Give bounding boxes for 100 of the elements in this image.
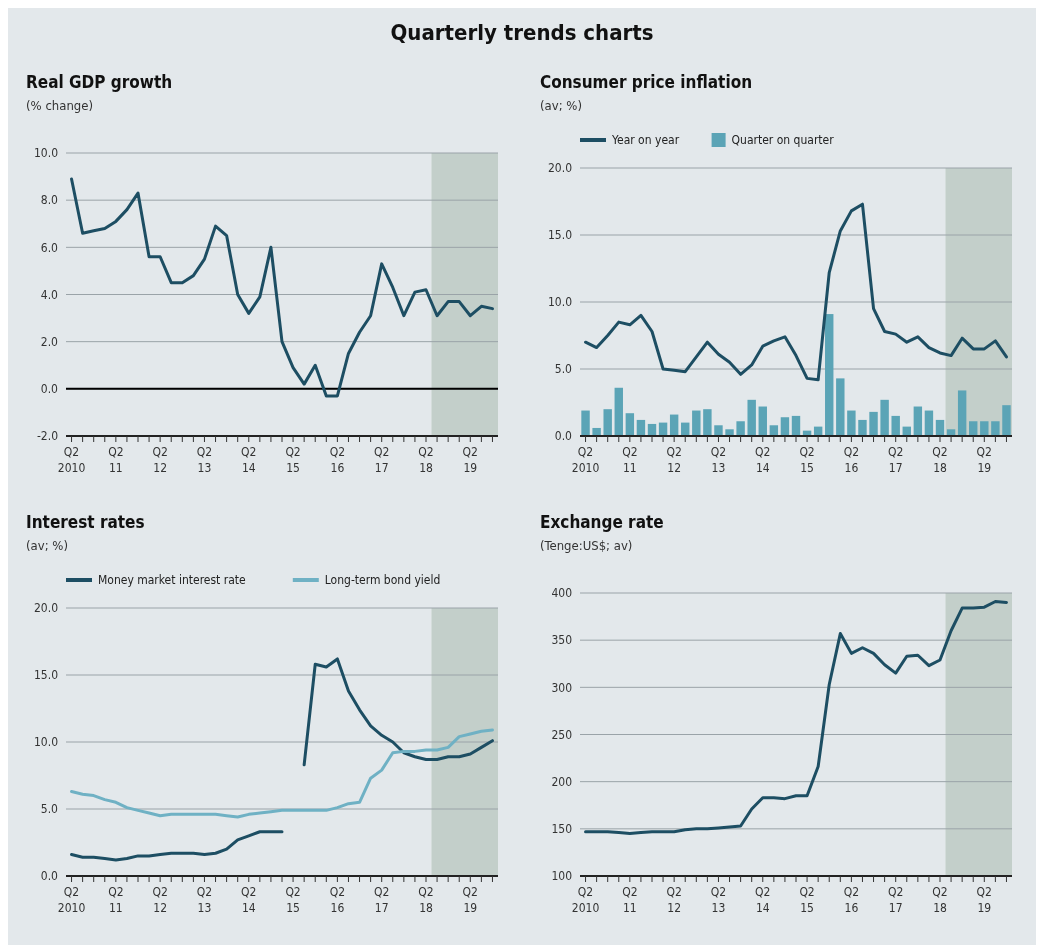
y-tick-label: 250 [551, 727, 573, 742]
x-tick-label: Q2 13 [196, 445, 213, 475]
bar [913, 406, 923, 436]
bar [836, 378, 845, 436]
x-tick-label: Q2 19 [462, 885, 478, 915]
line-series [70, 728, 494, 819]
bar [614, 387, 623, 436]
x-tick-label: Q2 16 [329, 885, 346, 915]
y-tick-label: 6.0 [40, 240, 59, 255]
bar [1002, 405, 1011, 436]
chart-subtitle: (av; %) [26, 538, 68, 553]
chart-subtitle: (% change) [26, 98, 94, 113]
x-tick-label: Q2 17 [374, 445, 390, 475]
bar [747, 399, 756, 436]
y-tick-label: 15.0 [547, 228, 573, 243]
bar [924, 410, 934, 436]
x-tick-label: Q2 13 [196, 885, 213, 915]
x-tick-label: Q2 18 [932, 885, 948, 915]
chart-title: Interest rates [26, 512, 145, 532]
y-tick-label: 150 [551, 822, 573, 837]
text: Quarterly trends charts [390, 20, 654, 45]
y-tick-label: 400 [551, 586, 573, 601]
y-tick-label: 5.0 [40, 802, 59, 817]
x-tick-label: Q2 14 [241, 445, 257, 475]
x-tick-label: Q2 17 [888, 885, 904, 915]
bar [603, 409, 612, 436]
bar [991, 421, 1000, 436]
y-tick-label: 100 [551, 869, 573, 884]
chart-title: Consumer price inflation [540, 72, 753, 92]
x-tick-label: Q2 11 [622, 885, 638, 915]
x-tick-label: Q2 12 [152, 445, 168, 475]
x-tick-label: Q2 18 [418, 445, 434, 475]
bar [847, 410, 856, 436]
y-tick-label: 200 [551, 774, 573, 789]
x-tick-label: Q2 14 [241, 885, 257, 915]
bar [736, 421, 745, 436]
y-tick-label: 300 [551, 680, 573, 695]
y-tick-label: 8.0 [40, 193, 59, 208]
x-tick-label: Q2 11 [108, 445, 124, 475]
y-tick-label: 15.0 [33, 668, 59, 683]
x-tick-label: Q2 14 [755, 445, 771, 475]
bar [692, 410, 701, 436]
x-tick-label: Q2 15 [799, 445, 815, 475]
bar [858, 419, 867, 436]
x-tick-label: Q2 11 [108, 885, 124, 915]
x-tick-label: Q2 18 [418, 885, 434, 915]
legend-label: Money market interest rate [98, 573, 247, 588]
x-tick-label: Q2 16 [843, 885, 860, 915]
x-tick-label: Q2 18 [932, 445, 948, 475]
x-tick-label: Q2 2010 [571, 885, 600, 915]
x-tick-label: Q2 13 [710, 445, 727, 475]
y-tick-label: 0.0 [40, 382, 59, 397]
y-tick-label: 0.0 [40, 869, 59, 884]
y-tick-label: 5.0 [554, 362, 573, 377]
bar [791, 415, 801, 436]
bar [780, 417, 790, 436]
y-tick-label: 0.0 [554, 429, 573, 444]
x-tick-label: Q2 19 [976, 885, 992, 915]
x-tick-label: Q2 12 [152, 885, 168, 915]
bar [725, 429, 734, 436]
x-tick-label: Q2 2010 [57, 445, 86, 475]
x-tick-label: Q2 12 [666, 885, 682, 915]
bar [969, 421, 978, 436]
bar [714, 425, 723, 436]
y-tick-label: 350 [551, 633, 573, 648]
y-tick-label: 10.0 [33, 146, 59, 161]
bar [825, 314, 834, 436]
bar [703, 409, 712, 436]
x-tick-label: Q2 15 [285, 885, 301, 915]
line-series [584, 599, 1008, 836]
x-tick-label: Q2 15 [285, 445, 301, 475]
legend-label: Year on year [611, 133, 680, 148]
chart-title: Exchange rate [540, 512, 664, 532]
chart-subtitle: (av; %) [540, 98, 582, 113]
bar [592, 427, 601, 436]
x-tick-label: Q2 11 [622, 445, 638, 475]
legend-label: Long-term bond yield [324, 573, 441, 588]
x-tick-label: Q2 14 [755, 885, 771, 915]
chart-title: Real GDP growth [26, 72, 173, 92]
x-tick-label: Q2 15 [799, 885, 815, 915]
y-tick-label: 20.0 [547, 161, 573, 176]
bar [880, 399, 889, 436]
x-tick-label: Q2 16 [843, 445, 860, 475]
x-tick-label: Q2 2010 [571, 445, 600, 475]
bar [581, 410, 590, 436]
y-tick-label: 10.0 [33, 735, 59, 750]
x-tick-label: Q2 19 [976, 445, 992, 475]
x-tick-label: Q2 12 [666, 445, 682, 475]
x-tick-label: Q2 16 [329, 445, 346, 475]
y-tick-label: 4.0 [40, 287, 59, 302]
legend-label: Quarter on quarter [731, 133, 835, 148]
bar [957, 390, 967, 436]
chart-subtitle: (Tenge:US$; av) [540, 538, 633, 553]
y-tick-label: 10.0 [547, 295, 573, 310]
y-tick-label: 2.0 [40, 334, 59, 349]
y-tick-label: -2.0 [36, 429, 59, 444]
line-series [70, 177, 494, 398]
x-tick-label: Q2 13 [710, 885, 727, 915]
bar [891, 415, 900, 436]
y-tick-label: 20.0 [33, 601, 59, 616]
